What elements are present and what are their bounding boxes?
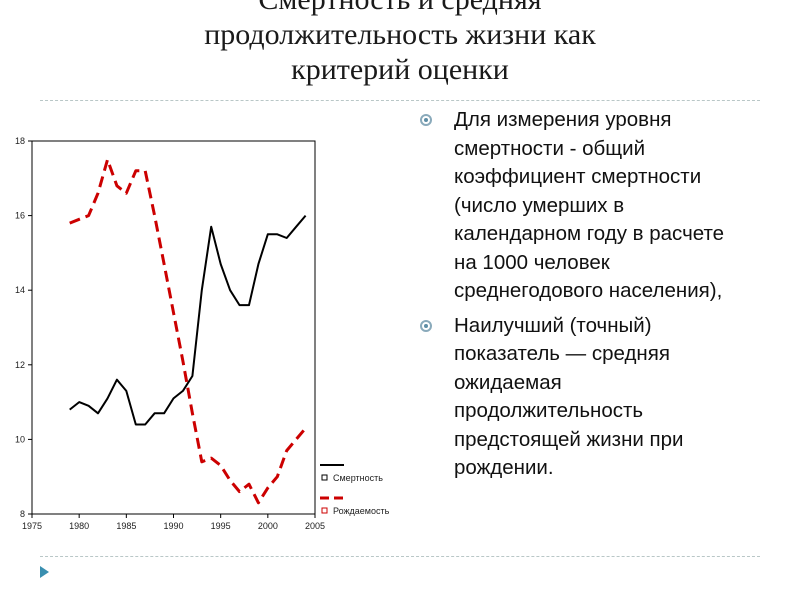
bottom-divider (40, 556, 760, 557)
x-tick-label: 1990 (163, 521, 183, 531)
bullet-circle-icon (420, 319, 432, 332)
chart-legend: Смертность Рождаемость (320, 464, 390, 516)
plot-frame (31, 140, 316, 515)
bullet-item: Наилучший (точный) показатель — средняя … (418, 312, 790, 483)
y-tick-label: 16 (15, 211, 25, 221)
x-tick-label: 1995 (211, 521, 231, 531)
series-line-2 (69, 158, 307, 505)
x-tick-label: 2005 (305, 521, 325, 531)
x-tick-label: 2000 (258, 521, 278, 531)
y-tick-label: 8 (20, 509, 25, 519)
title-line-3: критерий оценки (291, 53, 509, 86)
bullet-text: Для измерения уровня смертности - общий … (454, 108, 725, 302)
series-line-1 (69, 214, 307, 426)
chart-lines (69, 158, 307, 505)
y-tick-label: 18 (15, 136, 25, 146)
nav-arrow-icon[interactable] (40, 566, 49, 578)
slide-title: Смертность и средняя продолжительность ж… (60, 0, 740, 87)
legend-marker (321, 507, 328, 514)
title-line-2: продолжительность жизни как (204, 18, 596, 51)
bullet-text: Наилучший (точный) показатель — средняя … (454, 313, 684, 480)
y-tick-label: 12 (15, 360, 25, 370)
legend-label: Рождаемость (333, 506, 390, 516)
x-tick-label: 1980 (69, 521, 89, 531)
bullet-circle-icon (420, 114, 432, 126)
chart-axes: 1975 1980 1985 1990 1995 2000 2005 8 10 12 14 16 18 (15, 136, 325, 531)
y-tick-label: 14 (15, 285, 25, 295)
y-tick-label: 10 (15, 434, 25, 444)
x-tick-label: 1975 (22, 521, 42, 531)
x-tick-label: 1985 (116, 521, 136, 531)
title-line-1: Смертность и средняя (60, 0, 740, 17)
bullet-item: Для измерения уровня смертности - общий … (418, 106, 790, 306)
legend-label: Смертность (333, 473, 383, 483)
bullet-list: Для измерения уровня смертности - общий … (418, 106, 790, 489)
top-divider (40, 100, 760, 101)
line-chart: 1975 1980 1985 1990 1995 2000 200581012141618 … (15, 136, 390, 531)
legend-marker (321, 474, 328, 481)
